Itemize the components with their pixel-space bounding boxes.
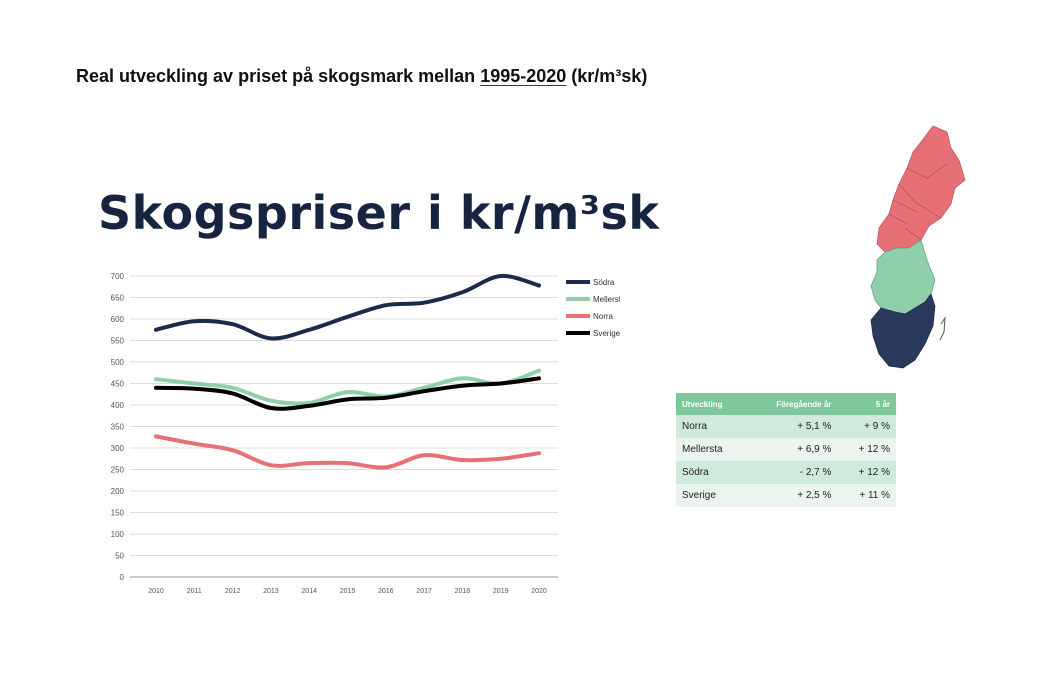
table-header-utveckling: Utveckling <box>676 393 747 415</box>
x-tick-label: 2016 <box>378 588 394 595</box>
y-tick-label: 300 <box>111 444 125 453</box>
y-tick-label: 550 <box>111 337 125 346</box>
table-cell-five-years: + 12 % <box>837 461 896 484</box>
table-header-foregaende-ar: Föregående år <box>746 393 838 415</box>
table-cell-region: Mellersta <box>676 438 747 461</box>
table-cell-five-years: + 12 % <box>837 438 896 461</box>
table-cell-five-years: + 9 % <box>837 415 896 438</box>
series-line-sverige <box>154 376 541 411</box>
map-county-borders <box>888 163 948 241</box>
legend-label-sodra: Södra <box>593 278 615 287</box>
map-region-sodra <box>870 293 936 369</box>
x-tick-label: 2019 <box>493 588 509 595</box>
map-island-gotland <box>939 316 946 341</box>
y-tick-label: 0 <box>120 573 125 582</box>
y-tick-label: 450 <box>111 380 125 389</box>
x-tick-label: 2020 <box>531 588 547 595</box>
x-tick-label: 2015 <box>340 588 356 595</box>
x-tick-label: 2013 <box>263 588 279 595</box>
table-header-row: Utveckling Föregående år 5 år <box>676 393 896 415</box>
table-header-5-ar: 5 år <box>837 393 896 415</box>
map-region-norra <box>876 125 966 253</box>
x-tick-label: 2012 <box>225 588 241 595</box>
table-row: Södra - 2,7 % + 12 % <box>676 461 896 484</box>
x-tick-label: 2011 <box>187 588 202 595</box>
legend-label-norra: Norra <box>593 312 614 321</box>
table-row: Mellersta + 6,9 % + 12 % <box>676 438 896 461</box>
y-tick-label: 400 <box>111 401 125 410</box>
table-cell-prev-year: - 2,7 % <box>746 461 838 484</box>
table-cell-prev-year: + 6,9 % <box>746 438 838 461</box>
page-title: Real utveckling av priset på skogsmark m… <box>76 66 647 87</box>
y-tick-label: 100 <box>111 530 125 539</box>
table-cell-region: Norra <box>676 415 747 438</box>
y-tick-label: 350 <box>111 423 125 432</box>
y-tick-label: 700 <box>111 272 125 281</box>
table-cell-region: Södra <box>676 461 747 484</box>
chart-title: Skogspriser i kr/m³sk <box>98 186 660 240</box>
y-tick-label: 600 <box>111 315 125 324</box>
page-title-prefix: Real utveckling av priset på skogsmark m… <box>76 66 481 86</box>
y-tick-label: 50 <box>115 552 124 561</box>
table-cell-prev-year: + 2,5 % <box>746 484 838 507</box>
table-cell-five-years: + 11 % <box>837 484 896 507</box>
series-line-mellersta <box>154 368 541 406</box>
table-cell-region: Sverige <box>676 484 747 507</box>
y-tick-label: 150 <box>111 509 125 518</box>
x-tick-label: 2017 <box>416 588 432 595</box>
series-line-norra <box>154 434 541 470</box>
table-row: Norra + 5,1 % + 9 % <box>676 415 896 438</box>
y-tick-label: 200 <box>111 487 125 496</box>
line-chart: 0 50 100 150 200 250 300 350 400 450 500 550 600 650 7… <box>111 272 620 595</box>
y-tick-label: 250 <box>111 466 125 475</box>
x-tick-label: 2018 <box>455 588 471 595</box>
x-tick-label: 2014 <box>301 588 317 595</box>
page-title-range: 1995-2020 <box>480 66 567 86</box>
y-tick-label: 500 <box>111 358 125 367</box>
legend-label-mellersta: Mellersta <box>593 295 620 304</box>
table-row: Sverige + 2,5 % + 11 % <box>676 484 896 507</box>
y-tick-label: 650 <box>111 294 125 303</box>
development-table: Utveckling Föregående år 5 år Norra + 5,… <box>676 393 896 507</box>
x-tick-label: 2010 <box>148 588 164 595</box>
table-cell-prev-year: + 5,1 % <box>746 415 838 438</box>
sweden-region-map <box>870 125 966 369</box>
legend-label-sverige: Sverige <box>593 329 620 338</box>
page-title-suffix: (kr/m³sk) <box>566 66 648 86</box>
series-line-sodra <box>154 273 541 341</box>
